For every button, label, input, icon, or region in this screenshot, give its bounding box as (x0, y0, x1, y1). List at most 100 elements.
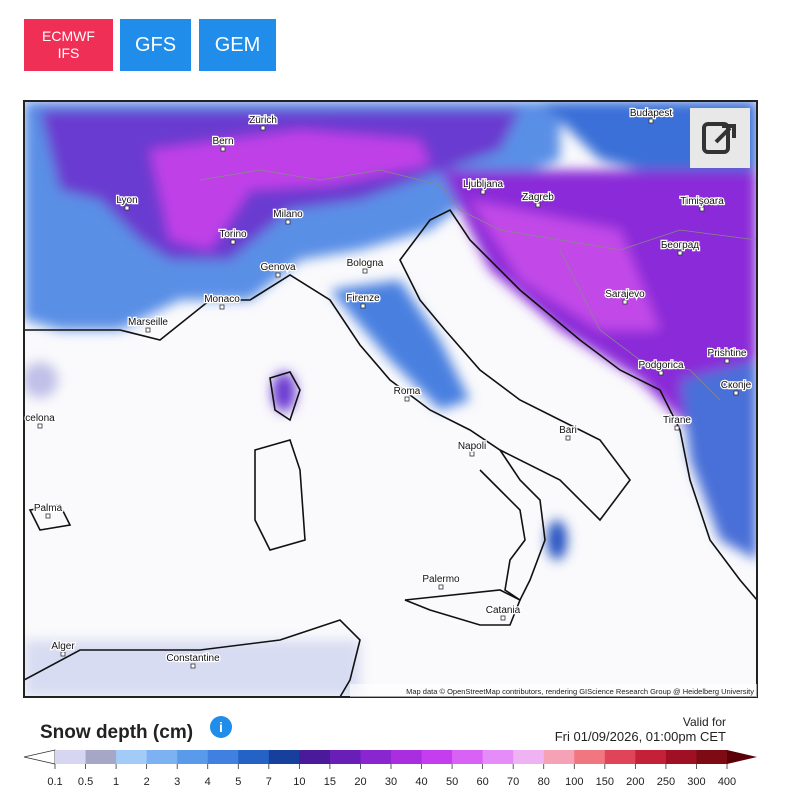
colorbar-arrow-right (727, 750, 757, 764)
city-label: celona (25, 413, 55, 424)
city-label: Prishtine (708, 348, 747, 359)
model-button[interactable]: ECMWF IFS (24, 19, 113, 71)
city-label: Bologna (347, 258, 384, 269)
colorbar-swatch (329, 750, 361, 764)
colorbar-label: 2 (144, 776, 150, 788)
city-marker (622, 299, 628, 305)
colorbar-label: 80 (538, 776, 550, 788)
info-button[interactable]: i (210, 716, 232, 738)
colorbar-label: 20 (354, 776, 366, 788)
colorbar-swatch (391, 750, 423, 764)
city-label: Napoli (458, 441, 486, 452)
colorbar-swatch (177, 750, 209, 764)
model-button[interactable]: GFS (120, 19, 191, 71)
city-marker (124, 205, 130, 211)
colorbar-label: 1 (113, 776, 119, 788)
colorbar-label: 30 (385, 776, 397, 788)
share-icon[interactable] (702, 122, 730, 154)
city-label: Tirane (663, 415, 691, 426)
colorbar-swatch (55, 750, 87, 764)
colorbar-swatch (299, 750, 331, 764)
snow-field (24, 101, 757, 697)
city-marker (220, 146, 226, 152)
colorbar-swatch (452, 750, 484, 764)
attribution-bg (350, 684, 757, 697)
colorbar-label: 3 (174, 776, 180, 788)
city-label: Ljubljana (463, 179, 503, 190)
city-label: Bern (212, 136, 233, 147)
city-marker (438, 584, 444, 590)
share-icon-arrow[interactable] (714, 124, 736, 144)
city-marker (45, 513, 51, 519)
colorbar-label: 15 (324, 776, 336, 788)
city-marker (500, 615, 506, 621)
city-label: Genova (260, 262, 295, 273)
city-label: Roma (394, 386, 421, 397)
share-button[interactable] (690, 108, 750, 168)
city-label: Скопје (721, 380, 752, 391)
valid-time: Fri 01/09/2026, 01:00pm CET (555, 729, 726, 744)
colorbar-label: 400 (718, 776, 736, 788)
colorbar-swatch (268, 750, 300, 764)
colorbar-swatch (696, 750, 728, 764)
city-label: Podgorica (638, 360, 683, 371)
colorbar-swatch (665, 750, 697, 764)
city-label: Timişoara (680, 196, 724, 207)
colorbar-swatch (604, 750, 636, 764)
city-label: Monaco (204, 294, 240, 305)
city-marker (275, 272, 281, 278)
colorbar-swatch (513, 750, 545, 764)
city-marker (260, 125, 266, 131)
colorbar-label: 4 (205, 776, 211, 788)
city-label: Torino (219, 229, 247, 240)
legend-title: Snow depth (cm) (40, 722, 193, 743)
colorbar-label: 250 (657, 776, 675, 788)
city-marker (37, 423, 43, 429)
city-marker (535, 202, 541, 208)
colorbar-swatch (543, 750, 575, 764)
model-button[interactable]: GEM (199, 19, 276, 71)
colorbar-label: 40 (415, 776, 427, 788)
city-label: Marseille (128, 317, 168, 328)
coastline (24, 208, 757, 697)
city-marker (480, 189, 486, 195)
city-label: Firenze (346, 293, 380, 304)
city-marker (565, 435, 571, 441)
colorbar-swatch (421, 750, 453, 764)
colorbar-label: 60 (477, 776, 489, 788)
colorbar-swatch (116, 750, 148, 764)
city-label: Catania (486, 605, 521, 616)
city-label: Bari (559, 425, 577, 436)
city-label: Budapest (630, 108, 672, 119)
city-label: Zürich (249, 115, 277, 126)
city-marker (360, 303, 366, 309)
city-label: Palermo (422, 574, 460, 585)
info-icon[interactable] (210, 716, 232, 738)
attribution: Map data © OpenStreetMap contributors, r… (406, 687, 754, 696)
city-marker (190, 663, 196, 669)
city-marker (285, 219, 291, 225)
colorbar-swatch (574, 750, 606, 764)
city-label: Milano (273, 209, 303, 220)
valid-label: Valid for (683, 715, 726, 729)
city-marker (230, 239, 236, 245)
colorbar-label: 5 (235, 776, 241, 788)
colorbar-swatch (146, 750, 178, 764)
city-marker (677, 250, 683, 256)
city-marker (60, 651, 66, 657)
colorbar-label: 0.5 (78, 776, 93, 788)
colorbar-swatch (85, 750, 117, 764)
colorbar-label: 50 (446, 776, 458, 788)
city-marker (699, 206, 705, 212)
colorbar-arrow-left (23, 749, 56, 765)
colorbar-label: 300 (687, 776, 705, 788)
city-marker (724, 358, 730, 364)
info-icon-text[interactable]: i (219, 719, 223, 735)
colorbar-label: 10 (293, 776, 305, 788)
city-marker (658, 370, 664, 376)
colorbar-swatch (635, 750, 667, 764)
city-label: Sarajevo (605, 289, 645, 300)
city-label: Lyon (116, 195, 137, 206)
